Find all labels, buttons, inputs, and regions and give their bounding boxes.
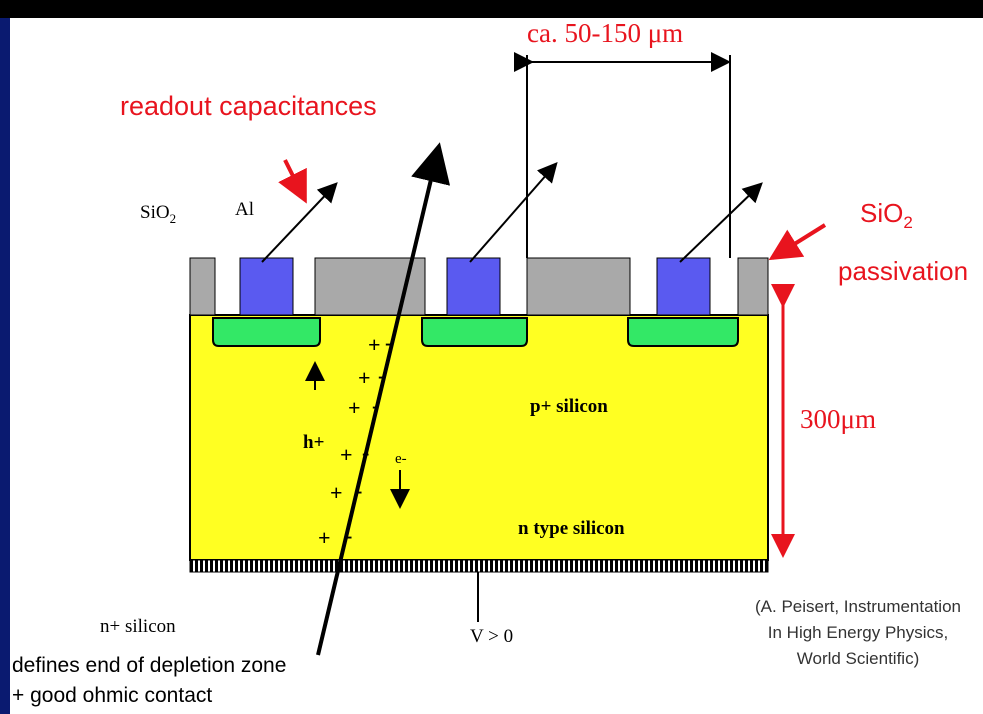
p-silicon-label: p+ silicon <box>530 396 608 417</box>
label: World Scientific) <box>797 649 920 668</box>
voltage-label: V > 0 <box>470 626 513 647</box>
passivation-label: passivation <box>838 256 968 286</box>
passivation-pointer <box>768 223 827 261</box>
thickness-label: 300μm <box>800 404 876 434</box>
label: + <box>318 525 331 550</box>
particle-track <box>316 142 451 656</box>
readout-pointer <box>278 159 307 204</box>
label: - <box>355 478 362 503</box>
charges: + - + - + - + - + - + - <box>318 330 392 550</box>
label: (A. Peisert, Instrumentation <box>755 597 961 616</box>
al-label: Al <box>235 199 254 220</box>
hole-label: h+ <box>303 432 324 453</box>
pitch-bracket <box>514 52 731 258</box>
label: SiO <box>860 198 903 228</box>
sio2-label: SiO2 <box>140 202 176 226</box>
readout-label: readout capacitances <box>120 91 377 121</box>
passivation-label: SiO2 <box>860 198 913 232</box>
label: SiO <box>140 202 170 223</box>
label: - <box>345 523 352 548</box>
readout-arrows <box>261 161 763 263</box>
label: 2 <box>903 213 912 232</box>
label: - <box>372 393 379 418</box>
note: defines end of depletion zone + good ohm… <box>12 654 286 707</box>
label: + good ohmic contact <box>12 684 212 707</box>
label: + <box>330 480 343 505</box>
label: + <box>368 332 381 357</box>
citation: (A. Peisert, Instrumentation In High Ene… <box>755 597 961 668</box>
sensor <box>189 257 769 573</box>
label: In High Energy Physics, <box>768 623 948 642</box>
label: + <box>340 442 353 467</box>
label: + <box>358 365 371 390</box>
label: - <box>378 363 385 388</box>
n-plus-label: n+ silicon <box>100 616 176 637</box>
label: + <box>348 395 361 420</box>
label: - <box>362 440 369 465</box>
label: - <box>385 330 392 355</box>
label: defines end of depletion zone <box>12 654 286 677</box>
electron-label: e- <box>395 451 407 467</box>
n-silicon-label: n type silicon <box>518 518 625 539</box>
label: 2 <box>170 211 177 226</box>
pitch-label: ca. 50-150 μm <box>527 18 683 48</box>
side-strip <box>0 18 10 714</box>
